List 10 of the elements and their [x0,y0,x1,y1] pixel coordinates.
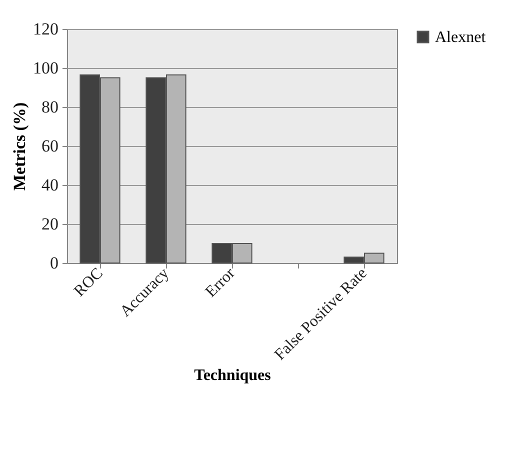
legend-label: Alexnet [435,29,486,46]
y-tick-label: 60 [42,136,58,156]
y-axis-title: Metrics (%) [10,102,29,191]
y-tick-label: 80 [42,98,58,116]
y-tick-label: 20 [42,214,58,234]
y-tick-label: 120 [33,20,58,38]
y-tick-label: 0 [50,254,58,272]
x-axis-title: Techniques [194,366,271,384]
y-tick-label: 100 [33,58,58,78]
y-tick-label: 40 [42,176,58,194]
